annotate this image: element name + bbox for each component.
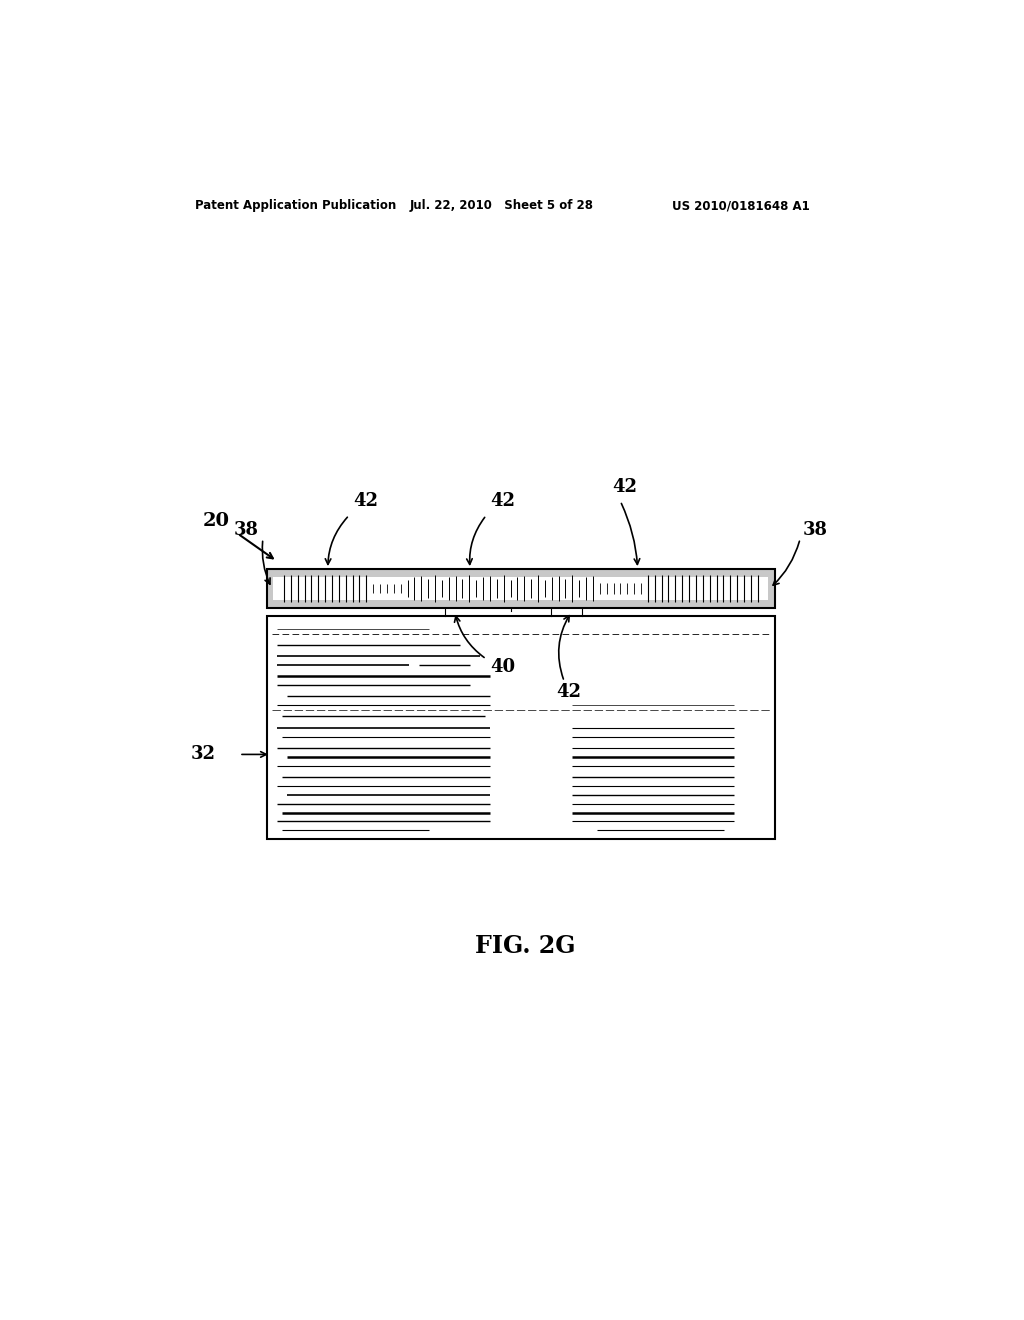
Text: 40: 40 xyxy=(490,659,515,676)
Text: 38: 38 xyxy=(803,521,827,540)
Text: 20: 20 xyxy=(203,512,229,531)
Text: 32: 32 xyxy=(190,746,215,763)
Text: Jul. 22, 2010   Sheet 5 of 28: Jul. 22, 2010 Sheet 5 of 28 xyxy=(410,199,594,213)
Text: 42: 42 xyxy=(556,682,582,701)
Text: 42: 42 xyxy=(612,478,637,496)
Text: 42: 42 xyxy=(490,492,515,510)
Text: US 2010/0181648 A1: US 2010/0181648 A1 xyxy=(672,199,809,213)
Text: FIG. 2G: FIG. 2G xyxy=(474,935,575,958)
Text: 38: 38 xyxy=(233,521,259,540)
Bar xyxy=(267,615,775,840)
Bar xyxy=(267,569,775,607)
Text: Patent Application Publication: Patent Application Publication xyxy=(196,199,396,213)
Text: 42: 42 xyxy=(353,492,378,510)
Bar xyxy=(273,577,768,599)
